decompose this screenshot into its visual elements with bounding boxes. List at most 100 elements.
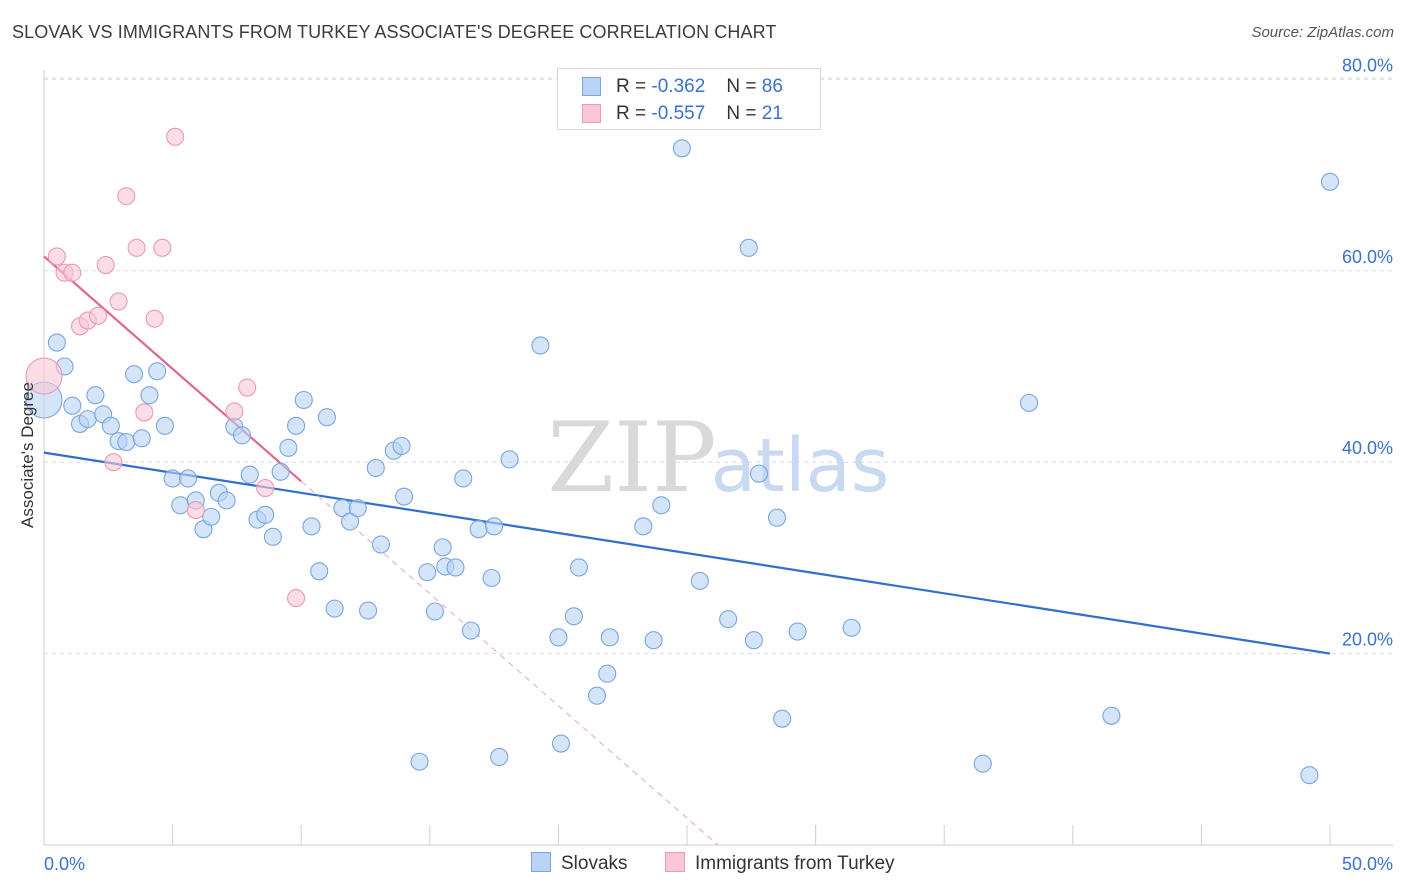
point-slovaks <box>469 520 488 539</box>
point-turkey <box>63 263 82 282</box>
point-slovaks <box>749 464 769 483</box>
point-slovaks <box>256 505 275 524</box>
axes-layer <box>43 70 1393 846</box>
point-slovaks <box>341 512 360 531</box>
bottom-legend-turkey: Immigrants from Turkey <box>665 852 895 875</box>
point-slovaks <box>773 709 792 728</box>
point-slovaks <box>155 416 174 435</box>
point-turkey <box>256 478 275 498</box>
point-slovaks <box>454 469 473 488</box>
y-tick-label: 20.0% <box>1342 630 1393 650</box>
point-slovaks <box>232 426 252 445</box>
point-slovaks <box>302 517 321 536</box>
point-slovaks <box>279 438 298 457</box>
point-slovaks <box>47 333 66 352</box>
point-slovaks <box>240 465 259 484</box>
point-slovaks <box>569 558 589 577</box>
x-tick-label: 0.0% <box>44 854 85 874</box>
point-slovaks <box>482 568 501 588</box>
point-turkey <box>225 402 244 421</box>
legend-n-label: N = <box>726 103 757 124</box>
legend-r-label: R = <box>616 103 647 124</box>
point-slovaks <box>371 535 390 554</box>
y-tick-label: 60.0% <box>1342 247 1393 267</box>
point-slovaks <box>317 408 336 427</box>
point-slovaks <box>1020 393 1039 412</box>
point-turkey <box>96 256 115 275</box>
y-tick-label: 80.0% <box>1342 55 1393 75</box>
legend-r-value: -0.557 <box>651 103 706 124</box>
trend-lines <box>43 255 1331 846</box>
point-slovaks <box>433 538 452 557</box>
point-slovaks <box>1320 172 1340 191</box>
bottom-legend-turkey-label: Immigrants from Turkey <box>695 853 895 874</box>
point-turkey <box>25 357 63 395</box>
legend-n-value: 86 <box>761 76 783 97</box>
point-slovaks <box>287 416 306 435</box>
point-slovaks <box>767 508 787 527</box>
point-slovaks <box>178 469 198 488</box>
point-slovaks <box>359 601 378 620</box>
point-turkey <box>88 306 108 325</box>
legend-swatch-turkey <box>582 104 601 123</box>
point-turkey <box>145 309 164 328</box>
point-slovaks <box>842 618 861 637</box>
point-slovaks <box>418 563 437 582</box>
point-slovaks <box>500 450 519 469</box>
point-slovaks <box>490 747 509 767</box>
watermark-atlas: atlas <box>711 423 890 509</box>
point-slovaks <box>294 390 313 410</box>
point-slovaks <box>217 491 236 510</box>
watermark: ZIP atlas <box>547 402 889 514</box>
point-slovaks <box>310 562 329 581</box>
point-slovaks <box>461 621 481 640</box>
point-slovaks <box>171 496 190 515</box>
point-slovaks <box>132 429 151 448</box>
bottom-swatch-slovaks <box>531 852 551 872</box>
point-slovaks <box>263 527 282 546</box>
point-slovaks <box>634 517 653 536</box>
x-tick-label: 50.0% <box>1342 854 1393 874</box>
point-slovaks <box>271 462 290 481</box>
point-slovaks <box>63 396 82 415</box>
bottom-legend-slovaks-label: Slovaks <box>561 853 628 874</box>
trend-line-turkey <box>43 255 302 483</box>
point-slovaks <box>366 458 385 477</box>
point-turkey <box>135 403 154 422</box>
watermark-zip: ZIP <box>547 402 716 514</box>
point-slovaks <box>549 628 568 647</box>
trend-line-turkey-extension <box>300 480 719 846</box>
point-slovaks <box>672 139 691 158</box>
scatter-points <box>25 127 1340 785</box>
chart-title: SLOVAK VS IMMIGRANTS FROM TURKEY ASSOCIA… <box>12 22 777 42</box>
point-turkey <box>109 292 128 311</box>
point-slovaks <box>690 571 709 590</box>
point-slovaks <box>86 386 105 405</box>
point-slovaks <box>973 754 992 773</box>
legend-n-value: 21 <box>761 103 783 124</box>
point-turkey <box>166 127 185 146</box>
bottom-swatch-turkey <box>665 852 685 872</box>
bottom-legend-slovaks: Slovaks <box>531 852 628 875</box>
legend-n-label: N = <box>726 76 757 97</box>
tick-labels: 20.0% 40.0% 60.0% 80.0% 0.0% 50.0% <box>44 55 1393 874</box>
point-turkey <box>238 378 257 397</box>
point-slovaks <box>163 469 182 488</box>
point-turkey <box>47 247 66 266</box>
point-turkey <box>153 238 172 257</box>
correlation-legend: R = -0.362 N = 86 R = -0.557 N = 21 <box>557 68 821 130</box>
point-slovaks <box>395 487 414 506</box>
point-slovaks <box>485 517 504 536</box>
legend-swatch-slovaks <box>582 77 601 96</box>
point-slovaks <box>202 507 221 526</box>
point-slovaks <box>446 558 465 577</box>
grid-layer <box>44 77 1393 655</box>
point-slovaks <box>719 610 738 629</box>
source-label: Source: ZipAtlas.com <box>1251 24 1394 41</box>
point-slovaks <box>140 386 159 405</box>
point-turkey <box>117 187 136 206</box>
point-slovaks <box>148 362 167 381</box>
y-tick-label: 40.0% <box>1342 438 1393 458</box>
point-slovaks <box>348 499 367 518</box>
